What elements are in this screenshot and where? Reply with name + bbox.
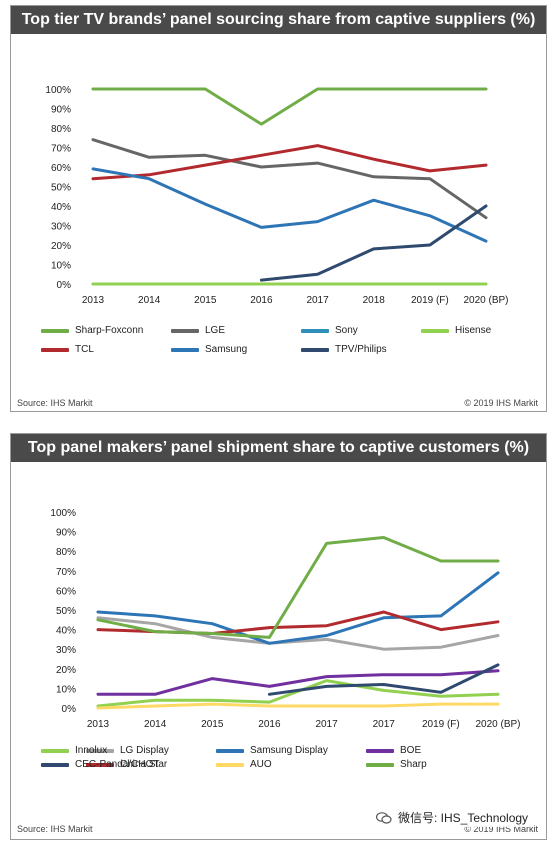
y-tick-label: 70% [56, 567, 76, 578]
x-tick-label: 2020 (BP) [463, 295, 508, 306]
watermark-text: 微信号: IHS_Technology [398, 811, 529, 825]
legend-swatch [41, 749, 69, 753]
legend-swatch [366, 749, 394, 753]
legend-label: LG Display [120, 745, 169, 756]
legend-swatch [41, 348, 69, 352]
copyright-note: © 2019 IHS Markit [464, 398, 538, 408]
legend-label: Samsung Display [250, 745, 328, 756]
legend-swatch [216, 749, 244, 753]
y-tick-label: 40% [51, 202, 71, 213]
legend-swatch [216, 763, 244, 767]
x-tick-label: 2017 [306, 295, 329, 306]
y-tick-label: 70% [51, 144, 71, 155]
line-chart-tv-brands: 0% 10% 20% 30% 40% 50% 60% 70% 80% 90% 100% 2013 201… [45, 85, 508, 306]
legend-label: TPV/Philips [335, 344, 387, 355]
x-tick-label: 2016 [250, 295, 273, 306]
y-tick-label: 20% [51, 241, 71, 252]
x-tick-label: 2018 [363, 295, 386, 306]
series-line [259, 204, 488, 282]
x-tick-label: 2013 [87, 719, 110, 730]
x-tick-label: 2019 (F) [411, 295, 449, 306]
legend-label: China Star [120, 759, 168, 770]
legend-swatch [41, 763, 69, 767]
source-note: Source: IHS Markit [17, 824, 93, 834]
y-tick-label: 100% [50, 508, 76, 519]
legend-swatch [301, 329, 329, 333]
y-tick-label: 50% [56, 606, 76, 617]
x-tick-label: 2015 [201, 719, 224, 730]
y-tick-label: 80% [56, 547, 76, 558]
y-tick-label: 90% [51, 105, 71, 116]
legend-label: Sony [335, 325, 358, 336]
series-line [91, 138, 488, 220]
legend-label: Hisense [455, 325, 492, 336]
legend-swatch [86, 749, 114, 753]
legend-label: CEC-Panda/CHOT [75, 759, 160, 770]
legend-swatch [171, 329, 199, 333]
y-tick-label: 90% [56, 528, 76, 539]
legend-label: TCL [75, 344, 94, 355]
y-tick-label: 10% [51, 261, 71, 272]
y-tick-label: 50% [51, 183, 71, 194]
series-line [96, 536, 500, 639]
y-tick-label: 40% [56, 626, 76, 637]
series-line [96, 702, 500, 710]
y-tick-label: 100% [45, 85, 71, 96]
legend-label: Samsung [205, 344, 248, 355]
chart-panel-tv-brands: Top tier TV brands’ panel sourcing share… [10, 5, 547, 412]
y-tick-label: 0% [62, 704, 77, 715]
legend-label: AUO [250, 759, 272, 770]
wechat-icon [376, 812, 392, 824]
x-tick-label: 2017 [373, 719, 396, 730]
chart-title: Top panel makers’ panel shipment share t… [11, 434, 546, 462]
legend-swatch [41, 329, 69, 333]
chart-legend: Sharp-Foxconn LGE Sony Hisense TCL Samsung TPV… [41, 324, 541, 364]
x-tick-label: 2016 [258, 719, 281, 730]
series-line [91, 167, 488, 243]
y-tick-label: 30% [51, 222, 71, 233]
chart-title: Top tier TV brands’ panel sourcing share… [11, 6, 546, 34]
series-line [96, 616, 500, 651]
legend-swatch [366, 763, 394, 767]
x-tick-label: 2015 [194, 295, 217, 306]
y-tick-label: 30% [56, 645, 76, 656]
series-line [91, 87, 488, 126]
series-line [96, 669, 500, 696]
series-line [91, 144, 488, 181]
x-tick-label: 2020 (BP) [475, 719, 520, 730]
legend-label: LGE [205, 325, 226, 336]
legend-swatch [171, 348, 199, 352]
legend-swatch [86, 763, 114, 767]
legend-label: Sharp-Foxconn [75, 325, 144, 336]
copyright-note: © 2019 IHS Markit [464, 824, 538, 834]
legend-label: Sharp [400, 759, 427, 770]
x-tick-label: 2014 [138, 295, 161, 306]
y-tick-label: 60% [56, 586, 76, 597]
legend-swatch [421, 329, 449, 333]
legend-label: Innolux [75, 745, 108, 756]
chart-panel-panel-makers: Top panel makers’ panel shipment share t… [10, 433, 547, 840]
line-chart-panel-makers: 0% 10% 20% 30% 40% 50% 60% 70% 80% 90% 100% 2013 201… [50, 508, 520, 730]
series-line [96, 571, 500, 645]
legend-label: BOE [400, 745, 422, 756]
y-tick-label: 80% [51, 124, 71, 135]
wechat-watermark: 微信号: IHS_Technology [372, 808, 533, 827]
y-tick-label: 0% [57, 280, 72, 291]
source-note: Source: IHS Markit [17, 398, 93, 408]
y-tick-label: 10% [56, 684, 76, 695]
x-tick-label: 2013 [82, 295, 105, 306]
x-tick-label: 2014 [144, 719, 167, 730]
series-line [267, 663, 500, 696]
y-tick-label: 20% [56, 665, 76, 676]
x-tick-label: 2017 [315, 719, 338, 730]
y-tick-label: 60% [51, 163, 71, 174]
legend-swatch [301, 348, 329, 352]
x-tick-label: 2019 (F) [422, 719, 460, 730]
chart-legend: LG Display Samsung Display BOE Innolux China… [41, 744, 541, 790]
